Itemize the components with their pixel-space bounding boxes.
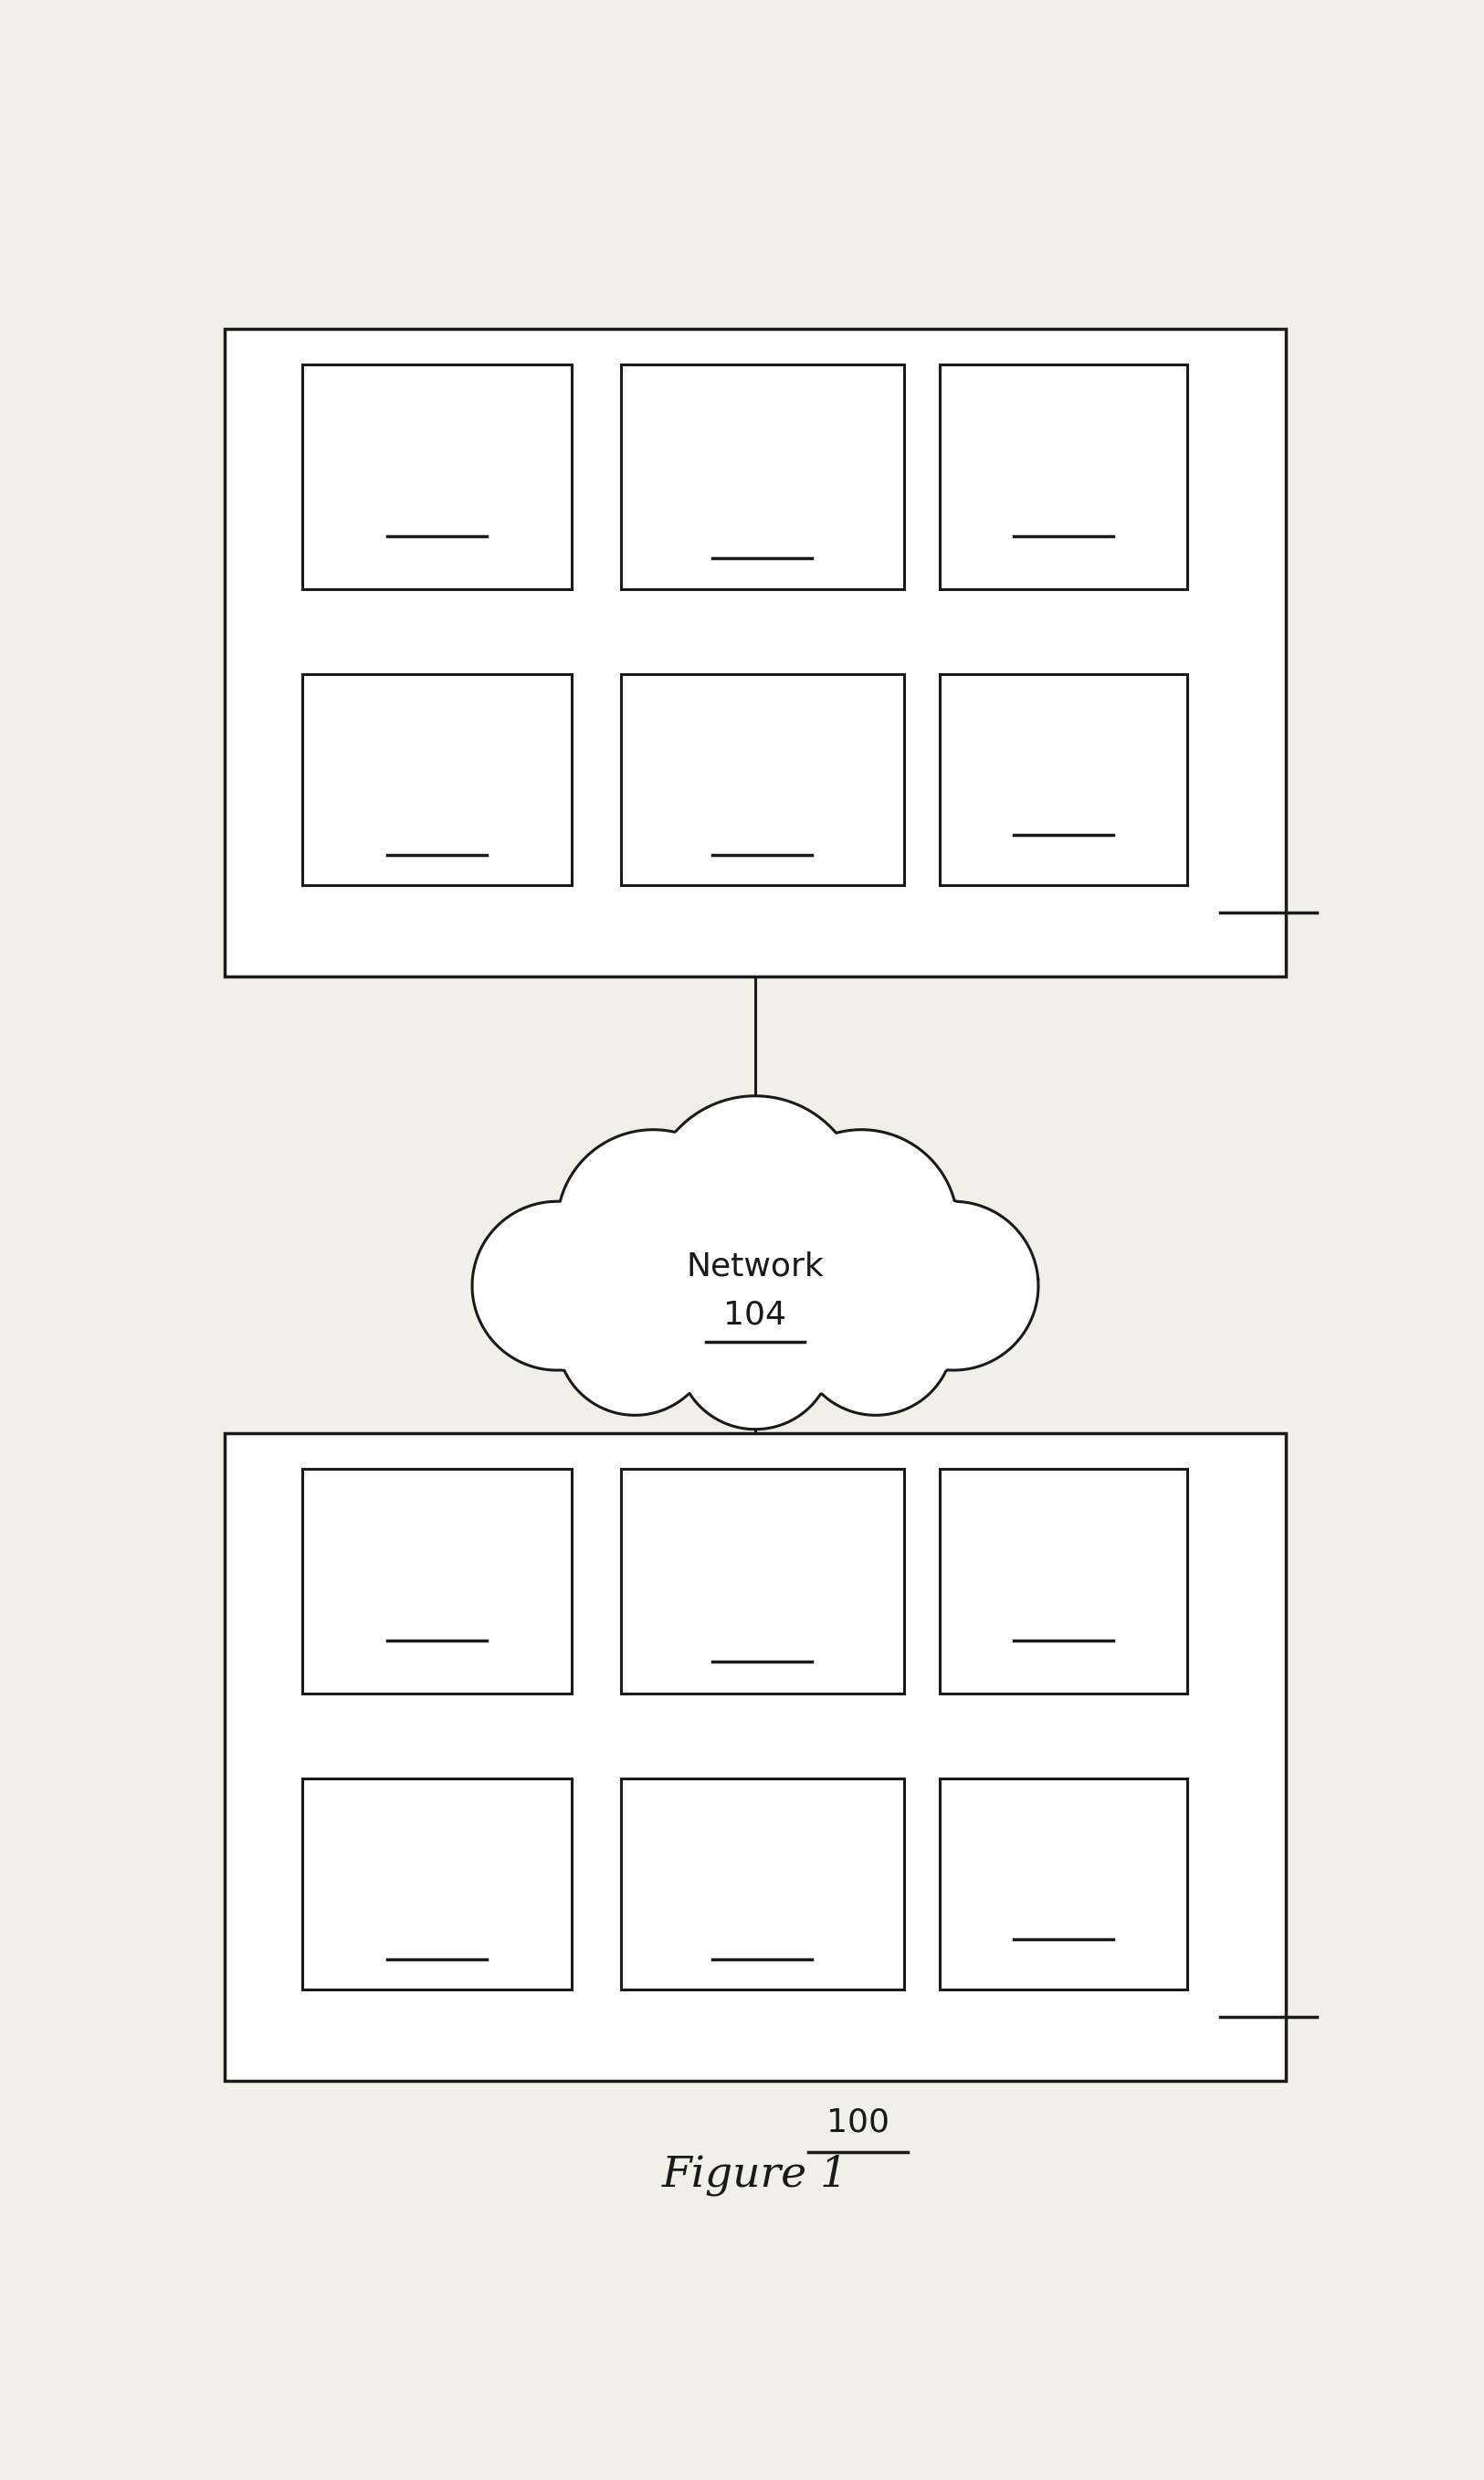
Bar bbox=[620, 1468, 904, 1694]
Bar bbox=[303, 675, 571, 885]
Text: Storage: Storage bbox=[383, 712, 491, 737]
Bar bbox=[939, 675, 1187, 885]
Text: 110B: 110B bbox=[401, 1602, 473, 1629]
Text: EE: EE bbox=[1046, 429, 1080, 456]
Bar bbox=[939, 1468, 1187, 1694]
Text: 114B: 114B bbox=[726, 1627, 798, 1654]
Text: 116B: 116B bbox=[726, 1924, 798, 1952]
Text: 114A: 114A bbox=[726, 523, 798, 548]
Bar bbox=[939, 365, 1187, 590]
Text: Processor: Processor bbox=[370, 429, 503, 456]
Bar bbox=[620, 1778, 904, 1989]
Text: Storage: Storage bbox=[383, 1815, 491, 1843]
Bar bbox=[620, 675, 904, 885]
Bar bbox=[303, 1468, 571, 1694]
Text: Processor: Processor bbox=[370, 1535, 503, 1560]
Text: 110A: 110A bbox=[401, 498, 473, 523]
Text: DD: DD bbox=[1042, 734, 1085, 761]
Bar bbox=[224, 330, 1287, 977]
Text: Output: Output bbox=[714, 1567, 810, 1595]
Text: 108A: 108A bbox=[1027, 799, 1100, 823]
Text: DD: DD bbox=[1042, 1838, 1085, 1865]
Text: 116A: 116A bbox=[726, 821, 798, 848]
Text: Figure 1: Figure 1 bbox=[662, 2155, 849, 2197]
Text: EE: EE bbox=[1046, 1535, 1080, 1560]
Text: 104: 104 bbox=[724, 1300, 787, 1332]
Text: Input/: Input/ bbox=[721, 1510, 803, 1535]
Bar bbox=[939, 1778, 1187, 1989]
Polygon shape bbox=[472, 1096, 1039, 1428]
Text: 106A: 106A bbox=[1027, 498, 1100, 523]
Text: Input/: Input/ bbox=[721, 404, 803, 432]
Text: 112B: 112B bbox=[401, 1924, 473, 1952]
Bar bbox=[620, 365, 904, 590]
Text: Network: Network bbox=[687, 1250, 824, 1282]
Text: Output: Output bbox=[714, 464, 810, 491]
Text: Operating: Operating bbox=[693, 712, 833, 737]
Bar bbox=[224, 1433, 1287, 2081]
Text: System 1: System 1 bbox=[1150, 828, 1269, 853]
Text: 100: 100 bbox=[827, 2108, 889, 2138]
Text: 112A: 112A bbox=[401, 821, 473, 848]
Text: Device: Device bbox=[389, 1870, 484, 1897]
Bar bbox=[303, 365, 571, 590]
Text: 102B: 102B bbox=[1202, 1969, 1269, 1996]
Bar bbox=[303, 1778, 571, 1989]
Text: 106B: 106B bbox=[1027, 1602, 1100, 1629]
Text: 108B: 108B bbox=[1027, 1902, 1100, 1929]
Text: System: System bbox=[711, 766, 815, 794]
Text: 102A: 102A bbox=[1202, 866, 1269, 890]
Text: System: System bbox=[711, 1870, 815, 1897]
Text: Device: Device bbox=[389, 766, 484, 794]
Text: Operating: Operating bbox=[693, 1815, 833, 1843]
Text: System 2: System 2 bbox=[1150, 1932, 1269, 1957]
